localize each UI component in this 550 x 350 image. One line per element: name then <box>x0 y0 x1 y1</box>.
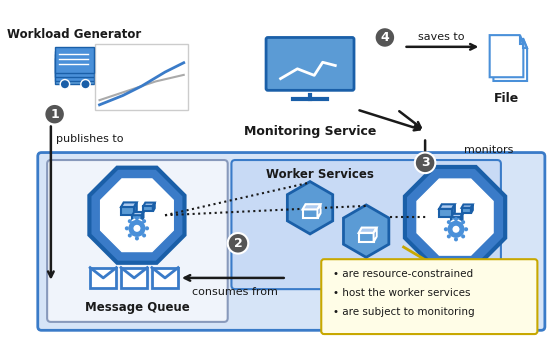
Text: 1: 1 <box>50 108 59 121</box>
Polygon shape <box>373 228 377 242</box>
FancyBboxPatch shape <box>232 160 501 289</box>
Circle shape <box>133 224 141 232</box>
Circle shape <box>454 237 458 241</box>
Circle shape <box>135 216 139 220</box>
Text: • host the worker services: • host the worker services <box>333 288 471 298</box>
Text: consumes from: consumes from <box>192 287 278 297</box>
Circle shape <box>128 219 132 223</box>
Polygon shape <box>302 204 321 209</box>
Polygon shape <box>405 167 505 267</box>
Circle shape <box>60 79 70 89</box>
FancyBboxPatch shape <box>47 160 228 322</box>
Text: • are resource-constrained: • are resource-constrained <box>333 269 474 279</box>
Polygon shape <box>417 179 493 255</box>
Polygon shape <box>452 214 463 217</box>
FancyBboxPatch shape <box>95 44 189 110</box>
Text: 4: 4 <box>381 31 389 44</box>
Polygon shape <box>121 207 134 215</box>
Circle shape <box>375 27 395 48</box>
Text: Message Queue: Message Queue <box>85 301 189 314</box>
Circle shape <box>128 233 132 238</box>
Circle shape <box>461 220 465 224</box>
Polygon shape <box>520 35 524 44</box>
Polygon shape <box>452 204 455 217</box>
Polygon shape <box>317 204 321 218</box>
Text: File: File <box>494 92 519 105</box>
Polygon shape <box>461 204 473 208</box>
Polygon shape <box>490 35 524 77</box>
FancyBboxPatch shape <box>266 37 354 90</box>
Polygon shape <box>132 212 144 215</box>
FancyBboxPatch shape <box>54 58 94 84</box>
FancyBboxPatch shape <box>121 268 147 288</box>
Text: saves to: saves to <box>418 33 464 42</box>
FancyBboxPatch shape <box>152 268 178 288</box>
Circle shape <box>128 219 146 238</box>
Text: Workload Generator: Workload Generator <box>7 28 141 41</box>
Polygon shape <box>121 202 137 207</box>
Polygon shape <box>493 39 527 81</box>
Polygon shape <box>144 203 155 206</box>
Circle shape <box>45 104 65 125</box>
Circle shape <box>452 225 460 233</box>
Polygon shape <box>452 217 461 223</box>
Polygon shape <box>461 214 463 223</box>
Polygon shape <box>90 168 184 263</box>
Polygon shape <box>344 205 389 257</box>
FancyBboxPatch shape <box>321 259 537 334</box>
Polygon shape <box>471 204 473 214</box>
Circle shape <box>125 226 129 230</box>
Polygon shape <box>134 202 137 215</box>
Circle shape <box>461 234 465 238</box>
Text: publishes to: publishes to <box>57 134 124 145</box>
FancyBboxPatch shape <box>38 153 545 330</box>
Polygon shape <box>144 206 153 211</box>
Text: 2: 2 <box>234 237 243 250</box>
Circle shape <box>81 79 90 89</box>
Circle shape <box>145 226 149 230</box>
FancyBboxPatch shape <box>54 50 94 77</box>
Text: 3: 3 <box>421 156 430 169</box>
Polygon shape <box>359 233 373 242</box>
Polygon shape <box>359 228 377 233</box>
Polygon shape <box>141 212 144 221</box>
Polygon shape <box>302 209 317 218</box>
FancyBboxPatch shape <box>90 268 117 288</box>
Polygon shape <box>287 182 333 234</box>
FancyBboxPatch shape <box>54 47 94 73</box>
Polygon shape <box>524 39 527 48</box>
Circle shape <box>444 227 448 231</box>
Circle shape <box>228 233 248 254</box>
Circle shape <box>447 220 465 239</box>
Circle shape <box>464 227 468 231</box>
Text: • are subject to monitoring: • are subject to monitoring <box>333 307 475 317</box>
Polygon shape <box>461 208 471 213</box>
Circle shape <box>447 220 451 224</box>
Polygon shape <box>153 203 155 211</box>
Circle shape <box>454 217 458 221</box>
Text: Worker Services: Worker Services <box>266 168 374 182</box>
Polygon shape <box>101 179 173 252</box>
Text: monitors: monitors <box>464 145 514 155</box>
Circle shape <box>135 236 139 240</box>
Circle shape <box>415 153 436 173</box>
Polygon shape <box>439 204 455 209</box>
Polygon shape <box>132 215 141 221</box>
Circle shape <box>142 219 146 223</box>
Text: Monitoring Service: Monitoring Service <box>244 125 376 138</box>
Polygon shape <box>439 209 452 217</box>
FancyBboxPatch shape <box>54 54 94 80</box>
Circle shape <box>447 234 451 238</box>
Circle shape <box>142 233 146 238</box>
